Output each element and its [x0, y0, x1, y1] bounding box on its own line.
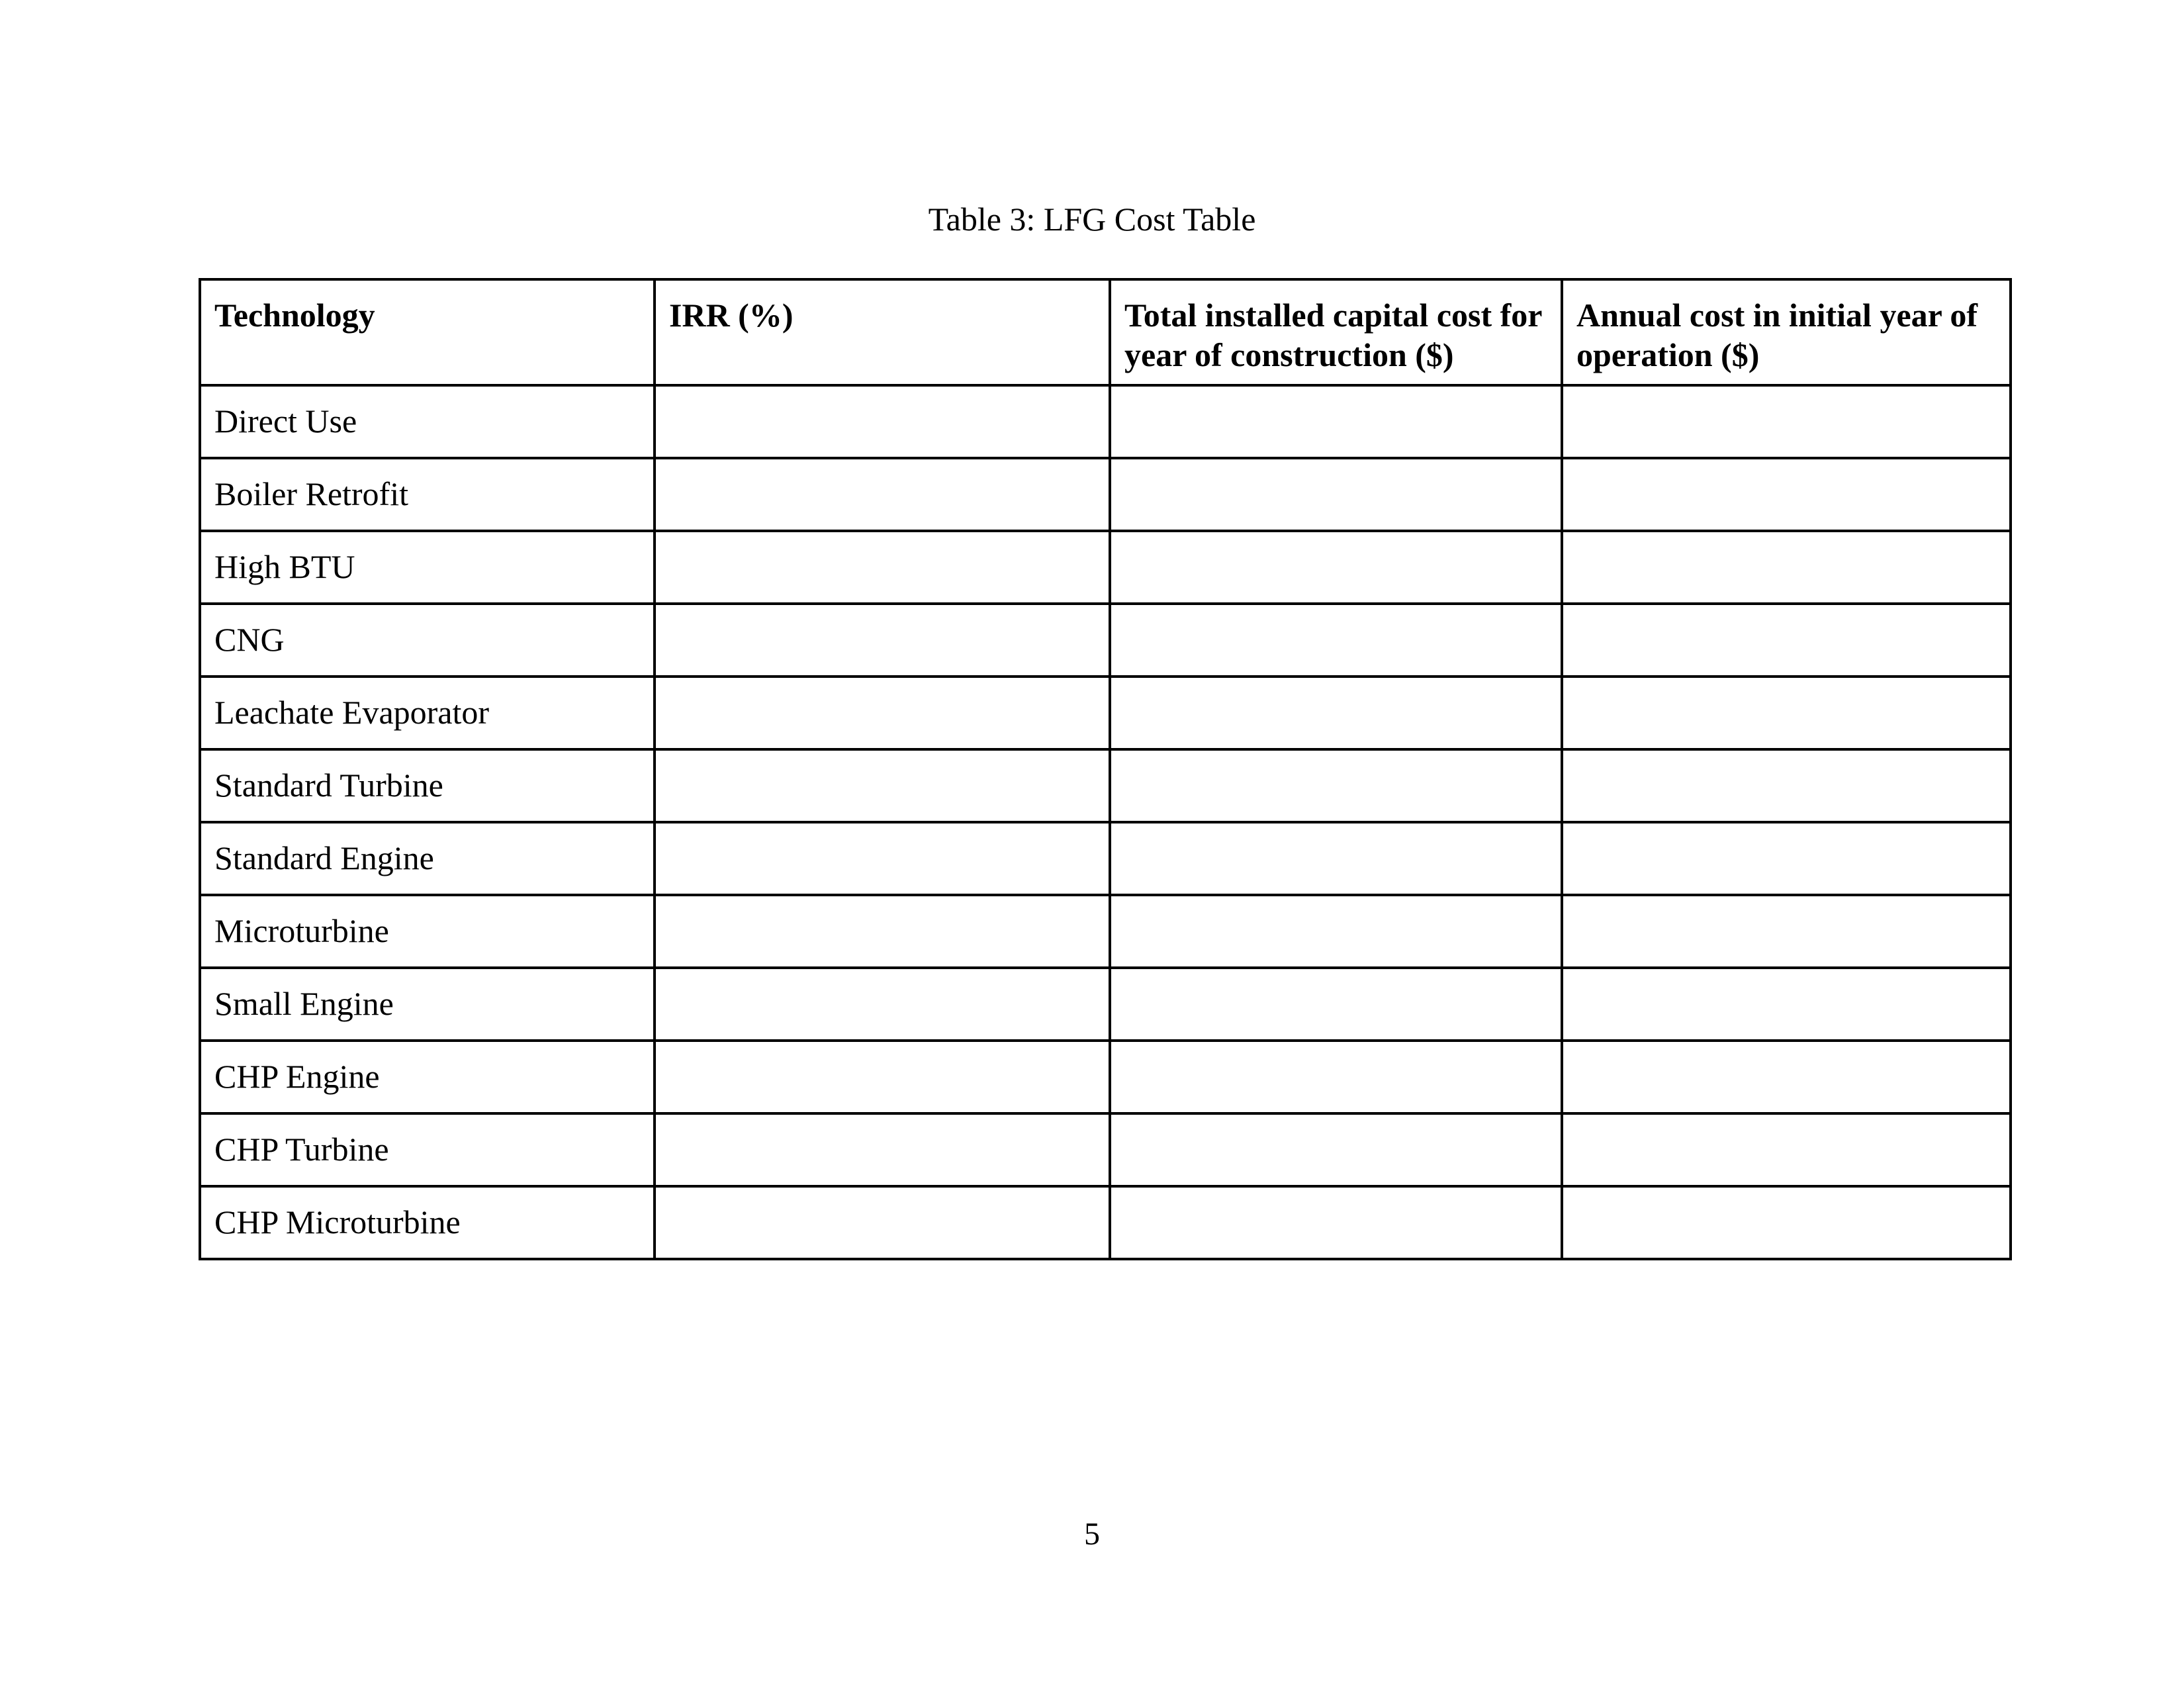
page-number: 5 — [1084, 1517, 1100, 1552]
cell-irr — [653, 602, 1111, 678]
cell-irr — [653, 1185, 1111, 1260]
table-row: Standard Engine — [199, 821, 2012, 896]
cell-capital-cost — [1109, 821, 1563, 896]
cell-annual-cost — [1561, 894, 2012, 969]
cell-capital-cost — [1109, 384, 1563, 459]
cell-irr — [653, 894, 1111, 969]
cell-capital-cost — [1109, 1039, 1563, 1115]
table-row: Direct Use — [199, 384, 2012, 459]
cell-annual-cost — [1561, 457, 2012, 532]
cell-irr — [653, 675, 1111, 751]
cell-annual-cost — [1561, 748, 2012, 823]
cell-annual-cost — [1561, 1039, 2012, 1115]
cell-technology: Direct Use — [199, 384, 656, 459]
cell-annual-cost — [1561, 384, 2012, 459]
cell-irr — [653, 966, 1111, 1042]
cell-irr — [653, 748, 1111, 823]
cell-technology: CHP Engine — [199, 1039, 656, 1115]
table-row: CHP Microturbine — [199, 1185, 2012, 1260]
table-row: High BTU — [199, 530, 2012, 605]
cell-technology: Microturbine — [199, 894, 656, 969]
table-row: Microturbine — [199, 894, 2012, 969]
column-header-technology: Technology — [199, 278, 656, 387]
cell-technology: Boiler Retrofit — [199, 457, 656, 532]
cell-capital-cost — [1109, 966, 1563, 1042]
cell-technology: CHP Turbine — [199, 1112, 656, 1188]
cell-capital-cost — [1109, 602, 1563, 678]
cell-annual-cost — [1561, 530, 2012, 605]
table-row: CHP Turbine — [199, 1112, 2012, 1188]
column-header-irr: IRR (%) — [653, 278, 1111, 387]
cell-technology: Small Engine — [199, 966, 656, 1042]
table-row: CHP Engine — [199, 1039, 2012, 1115]
cell-irr — [653, 530, 1111, 605]
cell-annual-cost — [1561, 1112, 2012, 1188]
cell-capital-cost — [1109, 457, 1563, 532]
cell-technology: Standard Turbine — [199, 748, 656, 823]
cell-capital-cost — [1109, 675, 1563, 751]
table-body: Direct Use Boiler Retrofit High BTU CNG — [199, 384, 2012, 1260]
cell-capital-cost — [1109, 530, 1563, 605]
cell-annual-cost — [1561, 602, 2012, 678]
cell-technology: Standard Engine — [199, 821, 656, 896]
column-header-capital-cost: Total installed capital cost for year of… — [1109, 278, 1563, 387]
table-row: Boiler Retrofit — [199, 457, 2012, 532]
cell-capital-cost — [1109, 1112, 1563, 1188]
cell-technology: CHP Microturbine — [199, 1185, 656, 1260]
table-header: Technology IRR (%) Total installed capit… — [199, 278, 2012, 387]
column-header-annual-cost: Annual cost in initial year of operation… — [1561, 278, 2012, 387]
cell-technology: Leachate Evaporator — [199, 675, 656, 751]
table-row: Small Engine — [199, 966, 2012, 1042]
cell-annual-cost — [1561, 821, 2012, 896]
cell-capital-cost — [1109, 748, 1563, 823]
cell-annual-cost — [1561, 966, 2012, 1042]
cell-capital-cost — [1109, 1185, 1563, 1260]
cell-irr — [653, 384, 1111, 459]
cell-annual-cost — [1561, 675, 2012, 751]
cell-irr — [653, 821, 1111, 896]
cell-irr — [653, 1112, 1111, 1188]
cell-capital-cost — [1109, 894, 1563, 969]
table-row: CNG — [199, 602, 2012, 678]
table-row: Leachate Evaporator — [199, 675, 2012, 751]
cell-technology: CNG — [199, 602, 656, 678]
header-row: Technology IRR (%) Total installed capit… — [199, 278, 2012, 387]
table-caption: Table 3: LFG Cost Table — [928, 201, 1256, 238]
table-row: Standard Turbine — [199, 748, 2012, 823]
cell-technology: High BTU — [199, 530, 656, 605]
lfg-cost-table: Technology IRR (%) Total installed capit… — [199, 278, 2012, 1260]
cell-annual-cost — [1561, 1185, 2012, 1260]
cell-irr — [653, 1039, 1111, 1115]
cell-irr — [653, 457, 1111, 532]
